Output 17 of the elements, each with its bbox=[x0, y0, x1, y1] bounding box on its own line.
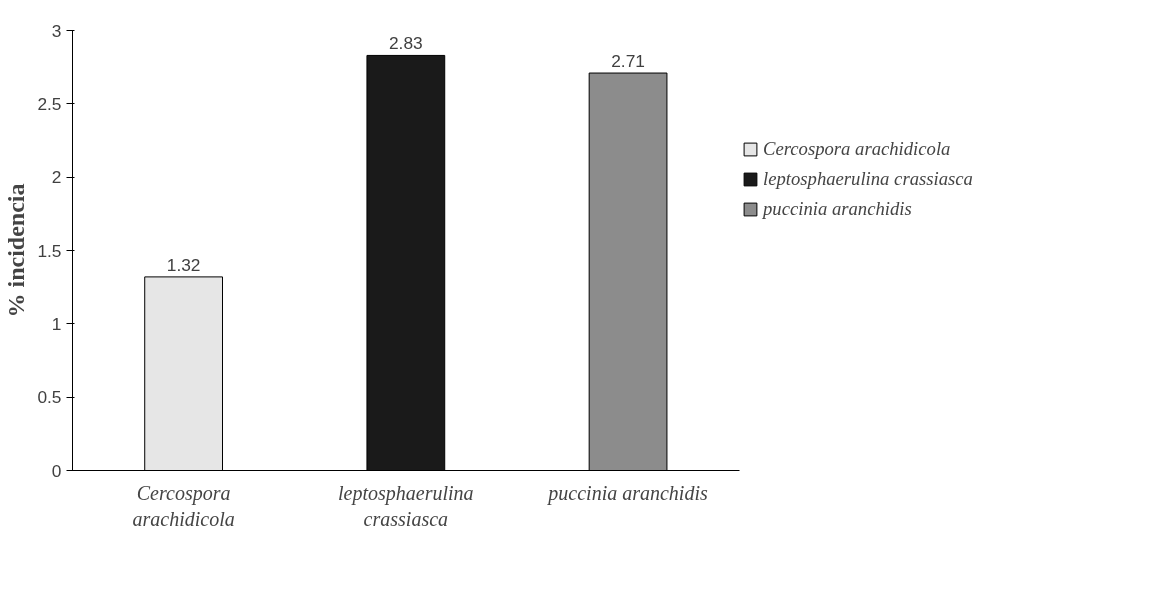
y-tick-label: 0.5 bbox=[37, 387, 62, 408]
data-label: 2.83 bbox=[388, 33, 423, 54]
y-tick-label: 1.5 bbox=[37, 240, 62, 261]
y-tick-label: 3 bbox=[51, 20, 62, 41]
x-tick-label: leptosphaerulina crassiasca bbox=[338, 481, 474, 530]
y-tick-label: 2.5 bbox=[37, 93, 62, 114]
y-tick-label: 1 bbox=[51, 313, 62, 334]
x-tick-label: puccinia aranchidis bbox=[546, 481, 708, 505]
y-tick-label: 2 bbox=[51, 167, 62, 188]
y-tick-label: 0 bbox=[51, 460, 62, 481]
legend-label: puccinia aranchidis bbox=[763, 198, 912, 220]
legend-label: leptosphaerulina crassiasca bbox=[763, 168, 973, 190]
y-axis-title: % incidencia bbox=[3, 183, 30, 318]
legend-label: Cercospora arachidicola bbox=[763, 138, 951, 160]
x-tick-label: Cercospora arachidicola bbox=[132, 481, 235, 530]
data-label: 2.71 bbox=[611, 51, 645, 72]
data-label: 1.32 bbox=[166, 254, 201, 275]
